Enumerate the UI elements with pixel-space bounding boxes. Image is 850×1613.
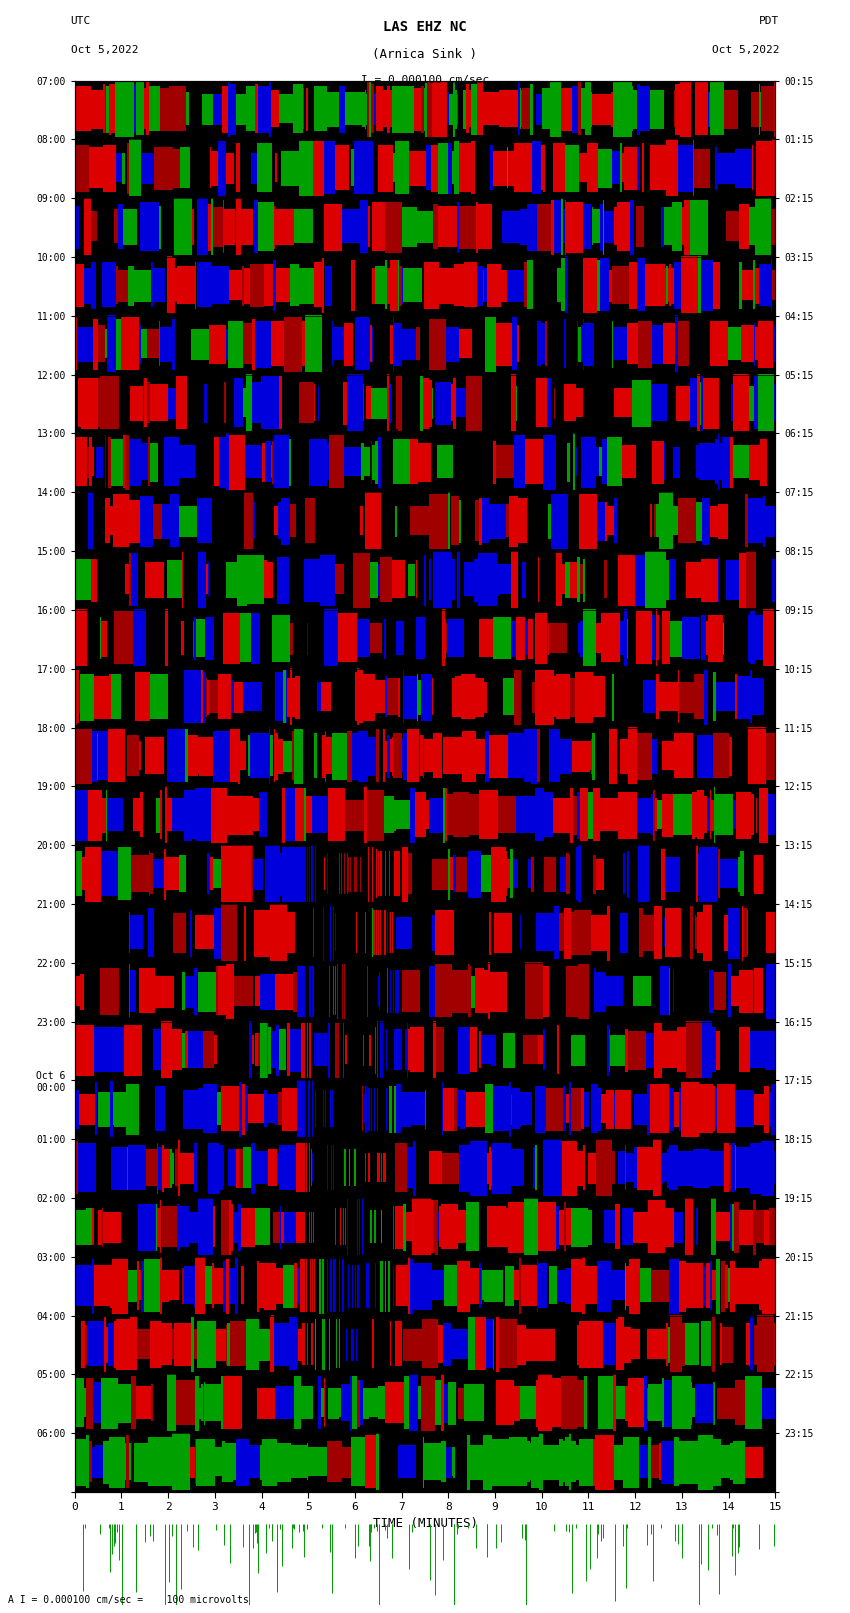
- Text: LAS EHZ NC: LAS EHZ NC: [383, 19, 467, 34]
- Text: Oct 5,2022: Oct 5,2022: [712, 45, 779, 55]
- Text: Oct 5,2022: Oct 5,2022: [71, 45, 138, 55]
- Text: PDT: PDT: [759, 16, 779, 26]
- Text: I = 0.000100 cm/sec: I = 0.000100 cm/sec: [361, 76, 489, 85]
- X-axis label: TIME (MINUTES): TIME (MINUTES): [372, 1516, 478, 1529]
- Text: A I = 0.000100 cm/sec =    100 microvolts: A I = 0.000100 cm/sec = 100 microvolts: [8, 1595, 249, 1605]
- Text: UTC: UTC: [71, 16, 91, 26]
- Text: (Arnica Sink ): (Arnica Sink ): [372, 47, 478, 61]
